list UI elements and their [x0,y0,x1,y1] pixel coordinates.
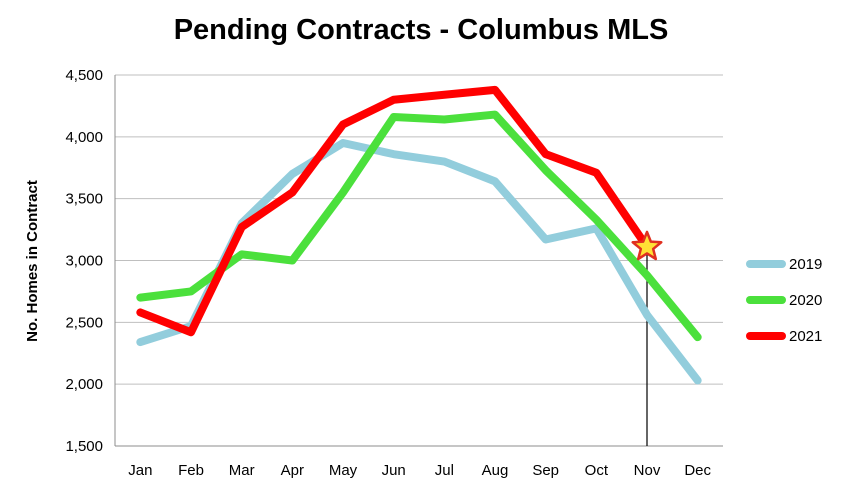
star-icon [631,230,663,261]
y-tick-label: 2,000 [65,376,103,393]
tick-labels: 1,500 2,000 2,500 3,000 3,500 4,000 4,500 Jan Fe… [65,67,711,479]
series-group [136,85,702,385]
x-tick-label: Feb [178,462,204,479]
x-tick-label: Apr [281,462,304,479]
y-tick-label: 3,500 [65,191,103,208]
legend: 2019 2020 2021 [746,256,822,345]
legend-label-2019: 2019 [789,256,822,273]
marker-group [631,230,663,261]
x-tick-label: Jun [382,462,406,479]
x-tick-label: Aug [482,462,509,479]
y-tick-label: 1,500 [65,438,103,455]
y-tick-label: 2,500 [65,314,103,331]
x-tick-label: Jan [128,462,152,479]
gridlines [115,74,723,385]
x-tick-label: Sep [532,462,559,479]
y-axis-label: No. Homes in Contract [24,180,41,342]
series-line-2020 [136,110,702,342]
y-tick-label: 4,500 [65,67,103,84]
legend-label-2020: 2020 [789,292,822,309]
chart-title: Pending Contracts - Columbus MLS [173,14,669,46]
series-line-2021 [136,85,651,337]
axes [114,75,723,447]
x-tick-label: May [329,462,358,479]
y-tick-label: 4,000 [65,129,103,146]
x-tick-label: Mar [229,462,255,479]
legend-label-2021: 2021 [789,328,822,345]
x-tick-label: Jul [435,462,454,479]
x-tick-label: Dec [684,462,711,479]
x-tick-label: Nov [634,462,661,479]
y-tick-label: 3,000 [65,253,103,270]
x-tick-label: Oct [585,462,609,479]
